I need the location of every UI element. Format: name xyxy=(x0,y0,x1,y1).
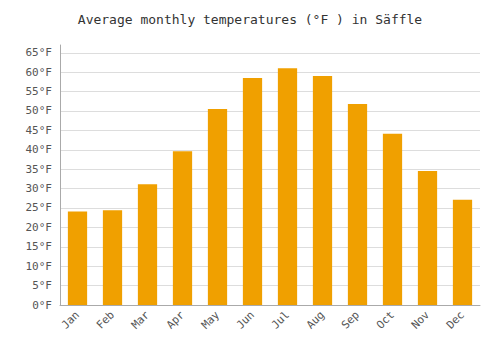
svg-text:Dec: Dec xyxy=(444,308,467,331)
svg-text:45°F: 45°F xyxy=(26,124,53,137)
svg-text:Aug: Aug xyxy=(304,308,327,331)
svg-text:65°F: 65°F xyxy=(26,46,53,59)
svg-text:60°F: 60°F xyxy=(26,66,53,79)
svg-text:50°F: 50°F xyxy=(26,104,53,117)
svg-text:May: May xyxy=(199,308,222,331)
svg-text:20°F: 20°F xyxy=(26,221,53,234)
svg-text:55°F: 55°F xyxy=(26,85,53,98)
svg-text:30°F: 30°F xyxy=(26,182,53,195)
svg-text:Feb: Feb xyxy=(94,308,117,331)
svg-text:35°F: 35°F xyxy=(26,163,53,176)
svg-text:10°F: 10°F xyxy=(26,260,53,273)
svg-text:Jul: Jul xyxy=(269,308,292,331)
svg-text:Mar: Mar xyxy=(129,308,152,331)
svg-text:25°F: 25°F xyxy=(26,201,53,214)
svg-text:Oct: Oct xyxy=(374,308,397,331)
svg-text:Apr: Apr xyxy=(164,308,187,331)
svg-text:Jun: Jun xyxy=(234,308,257,331)
svg-text:0°F: 0°F xyxy=(32,299,52,312)
svg-text:5°F: 5°F xyxy=(32,279,52,292)
svg-text:40°F: 40°F xyxy=(26,143,53,156)
svg-text:Average monthly temperatures (: Average monthly temperatures (°F ) in Sä… xyxy=(78,12,423,27)
svg-text:Sep: Sep xyxy=(339,308,362,331)
svg-text:Jan: Jan xyxy=(59,308,82,331)
svg-text:Nov: Nov xyxy=(409,308,432,331)
svg-text:15°F: 15°F xyxy=(26,240,53,253)
